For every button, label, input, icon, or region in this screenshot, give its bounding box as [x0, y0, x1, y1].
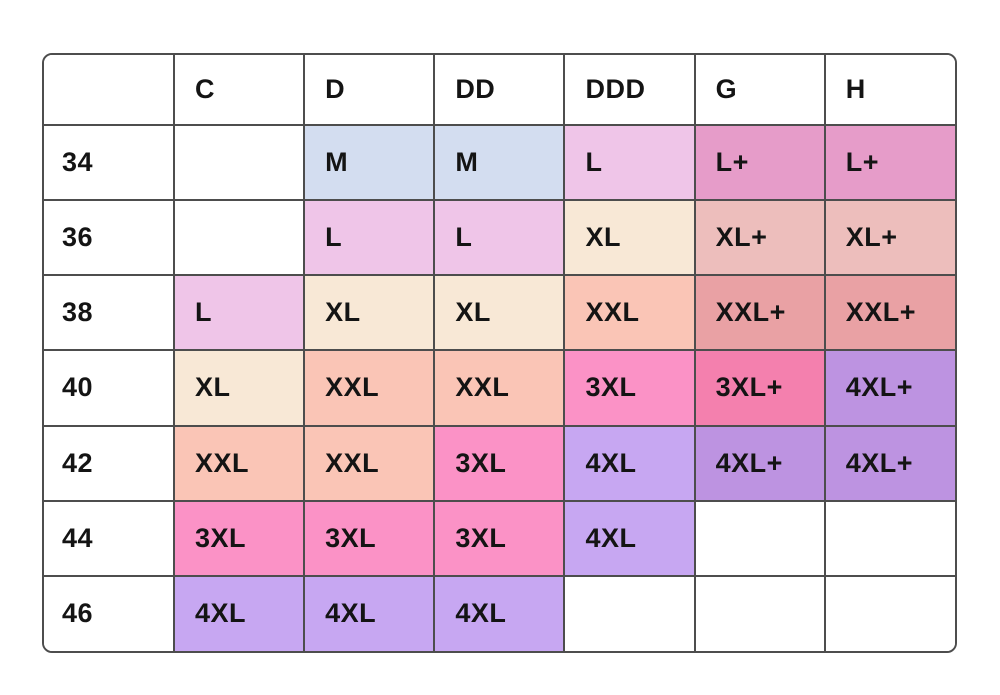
band-size-row-header: 34: [44, 123, 175, 202]
clothing-size-cell: [693, 574, 826, 651]
clothing-size-cell: M: [433, 123, 566, 202]
clothing-size-cell: XXL+: [693, 274, 826, 352]
clothing-size-cell: [172, 199, 306, 277]
clothing-size-cell: 3XL: [303, 499, 436, 577]
table-row: 34 M M L L+ L+: [44, 123, 955, 202]
clothing-size-cell: [172, 123, 306, 202]
cup-size-column-header: DD: [433, 55, 566, 126]
clothing-size-cell: 3XL: [433, 424, 566, 502]
header-row: C D DD DDD G H: [44, 55, 955, 126]
band-size-row-header: 44: [44, 499, 175, 577]
cup-size-column-header: G: [693, 55, 826, 126]
band-size-row-header: 42: [44, 424, 175, 502]
table-row: 46 4XL 4XL 4XL: [44, 574, 955, 651]
clothing-size-cell: XL: [433, 274, 566, 352]
cup-size-column-header: C: [172, 55, 306, 126]
clothing-size-cell: XXL: [433, 349, 566, 427]
band-size-row-header: 36: [44, 199, 175, 277]
clothing-size-cell: L: [172, 274, 306, 352]
clothing-size-cell: XXL: [172, 424, 306, 502]
table-row: 42 XXL XXL 3XL 4XL 4XL+ 4XL+: [44, 424, 955, 502]
clothing-size-cell: 4XL+: [823, 424, 955, 502]
size-conversion-grid: C D DD DDD G H 34 M M L L+ L+ 36 L L XL XL+ XL+ 38 L XL XL XX…: [44, 55, 955, 651]
clothing-size-cell: XXL: [303, 349, 436, 427]
table-row: 44 3XL 3XL 3XL 4XL: [44, 499, 955, 577]
clothing-size-cell: XXL: [563, 274, 696, 352]
clothing-size-cell: L: [563, 123, 696, 202]
clothing-size-cell: 4XL+: [693, 424, 826, 502]
cup-size-column-header: D: [303, 55, 436, 126]
clothing-size-cell: 3XL: [433, 499, 566, 577]
clothing-size-cell: XL: [563, 199, 696, 277]
corner-cell: [44, 55, 175, 126]
table-row: 38 L XL XL XXL XXL+ XXL+: [44, 274, 955, 352]
clothing-size-cell: 3XL+: [693, 349, 826, 427]
clothing-size-cell: XL+: [693, 199, 826, 277]
clothing-size-cell: 4XL: [563, 424, 696, 502]
clothing-size-cell: 4XL: [303, 574, 436, 651]
table-row: 40 XL XXL XXL 3XL 3XL+ 4XL+: [44, 349, 955, 427]
clothing-size-cell: [693, 499, 826, 577]
clothing-size-cell: 4XL: [433, 574, 566, 651]
clothing-size-cell: XL: [172, 349, 306, 427]
cup-size-column-header: DDD: [563, 55, 696, 126]
clothing-size-cell: XL: [303, 274, 436, 352]
clothing-size-cell: [823, 574, 955, 651]
size-chart-table: C D DD DDD G H 34 M M L L+ L+ 36 L L XL XL+ XL+ 38 L XL XL XX…: [42, 53, 957, 653]
clothing-size-cell: [563, 574, 696, 651]
clothing-size-cell: XXL: [303, 424, 436, 502]
clothing-size-cell: [823, 499, 955, 577]
clothing-size-cell: L+: [823, 123, 955, 202]
band-size-row-header: 40: [44, 349, 175, 427]
clothing-size-cell: L: [303, 199, 436, 277]
clothing-size-cell: XXL+: [823, 274, 955, 352]
band-size-row-header: 46: [44, 574, 175, 651]
clothing-size-cell: L: [433, 199, 566, 277]
clothing-size-cell: L+: [693, 123, 826, 202]
clothing-size-cell: 4XL: [172, 574, 306, 651]
band-size-row-header: 38: [44, 274, 175, 352]
clothing-size-cell: M: [303, 123, 436, 202]
cup-size-column-header: H: [823, 55, 955, 126]
clothing-size-cell: 3XL: [172, 499, 306, 577]
clothing-size-cell: 3XL: [563, 349, 696, 427]
table-row: 36 L L XL XL+ XL+: [44, 199, 955, 277]
clothing-size-cell: 4XL+: [823, 349, 955, 427]
clothing-size-cell: XL+: [823, 199, 955, 277]
clothing-size-cell: 4XL: [563, 499, 696, 577]
